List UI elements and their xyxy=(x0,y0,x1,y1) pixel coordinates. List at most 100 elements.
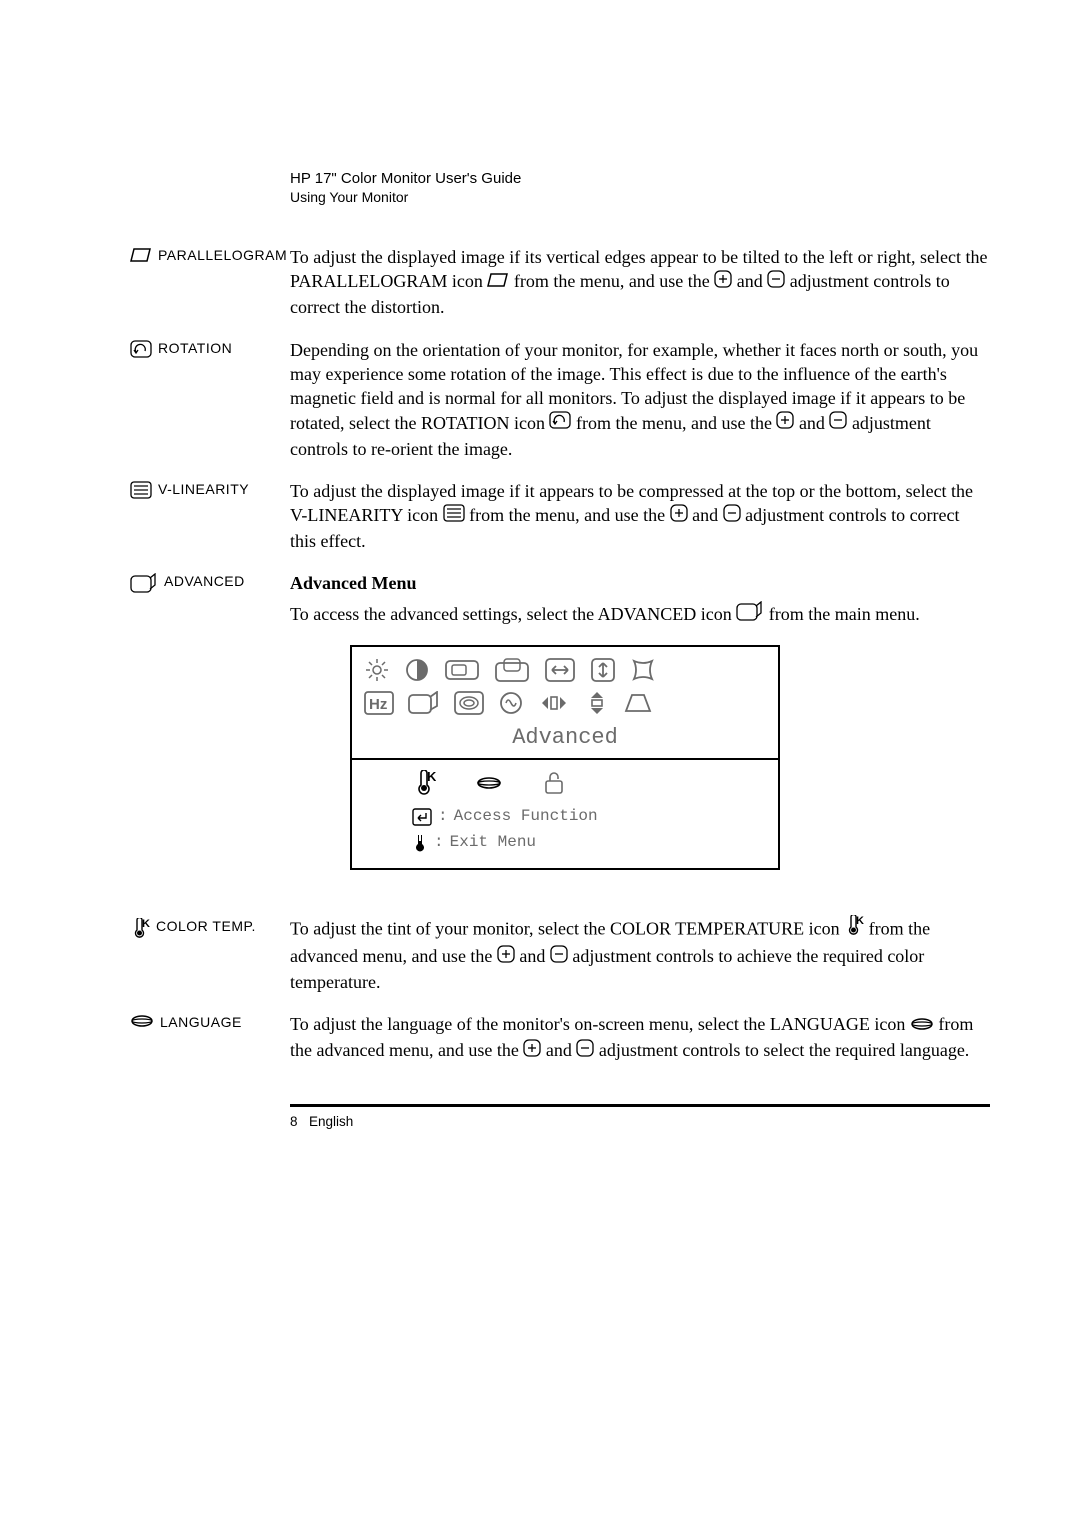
svg-text:Hz: Hz xyxy=(369,696,387,713)
advanced-icon xyxy=(130,573,158,593)
label-text: PARALLELOGRAM xyxy=(158,247,287,263)
entry-rotation: ROTATION Depending on the orientation of… xyxy=(130,338,990,461)
entry-parallelogram: PARALLELOGRAM To adjust the displayed im… xyxy=(130,245,990,320)
minus-icon xyxy=(550,945,568,969)
osd-bottom-icons: K xyxy=(412,770,766,796)
body-advanced: Advanced Menu To access the advanced set… xyxy=(290,571,990,897)
text: Access Function xyxy=(454,806,598,828)
advanced-icon xyxy=(408,691,440,715)
text: from the menu, and use the xyxy=(514,271,714,291)
text: from the menu, and use the xyxy=(469,505,669,525)
hposition-icon xyxy=(444,657,480,683)
text: To access the advanced settings, select … xyxy=(290,604,736,624)
hsize-icon xyxy=(544,657,576,683)
text: from the menu, and use the xyxy=(576,413,776,433)
osd-line-access: : Access Function xyxy=(412,806,766,828)
label-language: LANGUAGE xyxy=(130,1012,290,1064)
body-colortemp: To adjust the tint of your monitor, sele… xyxy=(290,916,990,995)
vposition-icon xyxy=(494,657,530,683)
colortemp-icon: K xyxy=(844,915,864,943)
footer-lang-text: English xyxy=(309,1114,353,1129)
label-text: COLOR TEMP. xyxy=(156,918,256,934)
minus-icon xyxy=(767,270,785,294)
body-rotation: Depending on the orientation of your mon… xyxy=(290,338,990,461)
plus-icon xyxy=(497,945,515,969)
exit-icon xyxy=(412,833,428,853)
plus-icon xyxy=(776,411,794,435)
minus-icon xyxy=(723,504,741,528)
label-text: ADVANCED xyxy=(164,573,245,589)
language-icon xyxy=(130,1014,154,1028)
language-icon xyxy=(910,1013,934,1037)
enter-icon xyxy=(412,808,432,826)
svg-text:K: K xyxy=(856,915,864,927)
osd-row-2: Hz xyxy=(364,689,766,717)
trapezoid-icon xyxy=(624,692,652,714)
text: and xyxy=(519,946,550,966)
text: Exit Menu xyxy=(450,832,536,854)
colortemp-icon: K xyxy=(130,918,150,940)
text: from the main menu. xyxy=(769,604,920,624)
label-rotation: ROTATION xyxy=(130,338,290,461)
entry-language: LANGUAGE To adjust the language of the m… xyxy=(130,1012,990,1064)
body-parallelogram: To adjust the displayed image if its ver… xyxy=(290,245,990,320)
body-vlinearity: To adjust the displayed image if it appe… xyxy=(290,479,990,554)
text: To adjust the tint of your monitor, sele… xyxy=(290,918,844,938)
osd-line-exit: : Exit Menu xyxy=(412,832,766,854)
text: : xyxy=(434,832,444,854)
plus-icon xyxy=(714,270,732,294)
degauss-icon xyxy=(498,690,524,716)
vsize-icon xyxy=(590,657,616,683)
minus-icon xyxy=(829,411,847,435)
label-text: V-LINEARITY xyxy=(158,481,249,497)
label-text: ROTATION xyxy=(158,340,232,356)
text: adjustment controls to select the requir… xyxy=(599,1040,969,1060)
text: and xyxy=(692,505,723,525)
svg-text:K: K xyxy=(142,918,150,930)
label-vlinearity: V-LINEARITY xyxy=(130,479,290,554)
osd-top: Hz Advanced xyxy=(352,647,778,759)
rotation-icon xyxy=(549,411,571,435)
osd-title: Advanced xyxy=(364,723,766,753)
osd-row-1 xyxy=(364,657,766,683)
advanced-heading: Advanced Menu xyxy=(290,571,990,595)
advanced-icon xyxy=(736,601,764,627)
label-text: LANGUAGE xyxy=(160,1014,242,1030)
lock-icon xyxy=(542,771,568,795)
vlinearity-icon xyxy=(130,481,152,499)
osd-menu: Hz Advanced K : xyxy=(350,645,780,870)
hz-icon: Hz xyxy=(364,691,394,715)
page-header: HP 17" Color Monitor User's Guide Using … xyxy=(290,170,990,205)
minus-icon xyxy=(576,1039,594,1063)
text: : xyxy=(438,806,448,828)
vlinearity-icon xyxy=(443,504,465,528)
text: To adjust the language of the monitor's … xyxy=(290,1014,910,1034)
hconverge-icon xyxy=(538,691,570,715)
parallelogram-icon xyxy=(130,247,152,263)
rotation-icon xyxy=(130,340,152,358)
entry-advanced: ADVANCED Advanced Menu To access the adv… xyxy=(130,571,990,897)
footer-lang xyxy=(302,1114,310,1129)
entry-colortemp: K COLOR TEMP. To adjust the tint of your… xyxy=(130,916,990,995)
header-title: HP 17" Color Monitor User's Guide xyxy=(290,170,990,187)
plus-icon xyxy=(670,504,688,528)
brightness-icon xyxy=(364,657,390,683)
text: and xyxy=(546,1040,577,1060)
pincushion-icon xyxy=(630,657,656,683)
page-number: 8 xyxy=(290,1114,298,1129)
label-advanced: ADVANCED xyxy=(130,571,290,897)
svg-text:K: K xyxy=(427,770,436,784)
footer-rule xyxy=(290,1104,990,1107)
header-subtitle: Using Your Monitor xyxy=(290,189,990,205)
page-footer: 8 English xyxy=(290,1104,990,1131)
label-parallelogram: PARALLELOGRAM xyxy=(130,245,290,320)
parallelogram-icon xyxy=(487,270,509,294)
entry-vlinearity: V-LINEARITY To adjust the displayed imag… xyxy=(130,479,990,554)
language-icon xyxy=(476,775,502,791)
vconverge-icon xyxy=(584,689,610,717)
plus-icon xyxy=(523,1039,541,1063)
colortemp-icon: K xyxy=(412,770,436,796)
text: and xyxy=(799,413,830,433)
contrast-icon xyxy=(404,657,430,683)
text: and xyxy=(737,271,768,291)
